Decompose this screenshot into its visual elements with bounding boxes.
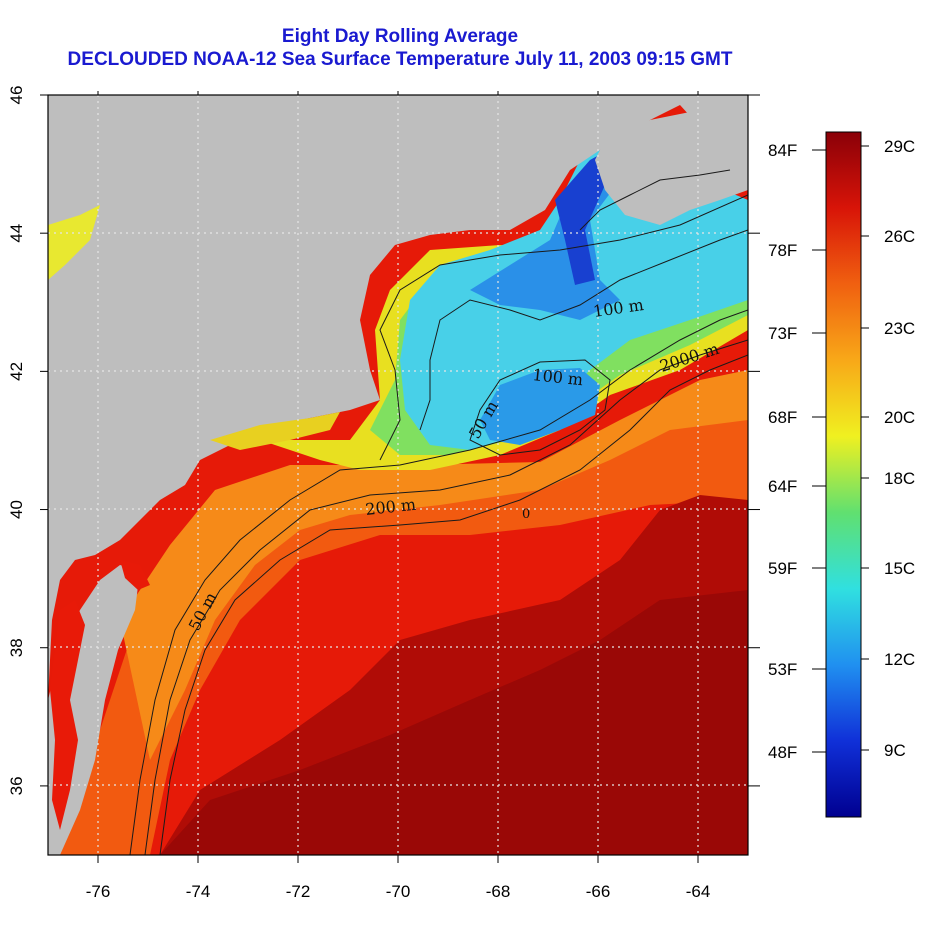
- x-tick-label: -68: [486, 882, 511, 901]
- fahrenheit-label: 78F: [768, 241, 797, 260]
- x-tick-label: -72: [286, 882, 311, 901]
- hottest-water-core: [160, 590, 748, 855]
- y-tick-label: 46: [7, 86, 26, 105]
- colorbar-labels: 29C 26C 23C 20C 18C 15C 12C 9C 84F 78F 73F 68F 64F 59…: [768, 137, 915, 762]
- shelf-water-light-orange: [120, 370, 748, 760]
- fahrenheit-label: 53F: [768, 660, 797, 679]
- celsius-label: 9C: [884, 741, 906, 760]
- land-mainland: [48, 95, 748, 700]
- x-tick-label: -74: [186, 882, 211, 901]
- x-tick-label: -64: [686, 882, 711, 901]
- x-tick-label: -70: [386, 882, 411, 901]
- celsius-label: 12C: [884, 650, 915, 669]
- x-tick-label: -76: [86, 882, 111, 901]
- x-tick-label: -66: [586, 882, 611, 901]
- long-island-sound-water: [210, 412, 340, 450]
- y-tick-label: 36: [7, 776, 26, 795]
- fahrenheit-label: 59F: [768, 559, 797, 578]
- x-axis-ticks: -76 -74 -72 -70 -68 -66 -64: [86, 91, 711, 901]
- contour-label-zero: 0: [522, 507, 530, 522]
- fahrenheit-label: 73F: [768, 324, 797, 343]
- fahrenheit-label: 68F: [768, 408, 797, 427]
- temperature-colorbar: [825, 131, 862, 818]
- y-axis-ticks: 36 38 40 42 44 46: [7, 86, 760, 795]
- bathymetry-contours: [129, 169, 748, 855]
- y-tick-label: 40: [7, 500, 26, 519]
- y-tick-label: 44: [7, 224, 26, 243]
- sst-map: 100 m 2000 m 100 m 50 m 200 m 50 m 0: [48, 95, 748, 855]
- y-tick-label: 42: [7, 362, 26, 381]
- celsius-label: 18C: [884, 469, 915, 488]
- chart-title: Eight Day Rolling Average: [281, 26, 519, 47]
- georges-bank-blue: [480, 368, 600, 445]
- celsius-label: 23C: [884, 319, 915, 338]
- y-tick-label: 38: [7, 638, 26, 657]
- delaware-bay: [120, 560, 150, 590]
- celsius-label: 20C: [884, 408, 915, 427]
- celsius-label: 15C: [884, 559, 915, 578]
- celsius-label: 26C: [884, 227, 915, 246]
- fahrenheit-label: 84F: [768, 141, 797, 160]
- map-grid: [48, 95, 748, 855]
- lake-water-left: [48, 205, 100, 280]
- chart-subtitle: DECLOUDED NOAA-12 Sea Surface Temperatur…: [67, 49, 733, 70]
- fahrenheit-label: 48F: [768, 743, 797, 762]
- fahrenheit-label: 64F: [768, 477, 797, 496]
- celsius-label: 29C: [884, 137, 915, 156]
- chesapeake-bay: [50, 600, 85, 830]
